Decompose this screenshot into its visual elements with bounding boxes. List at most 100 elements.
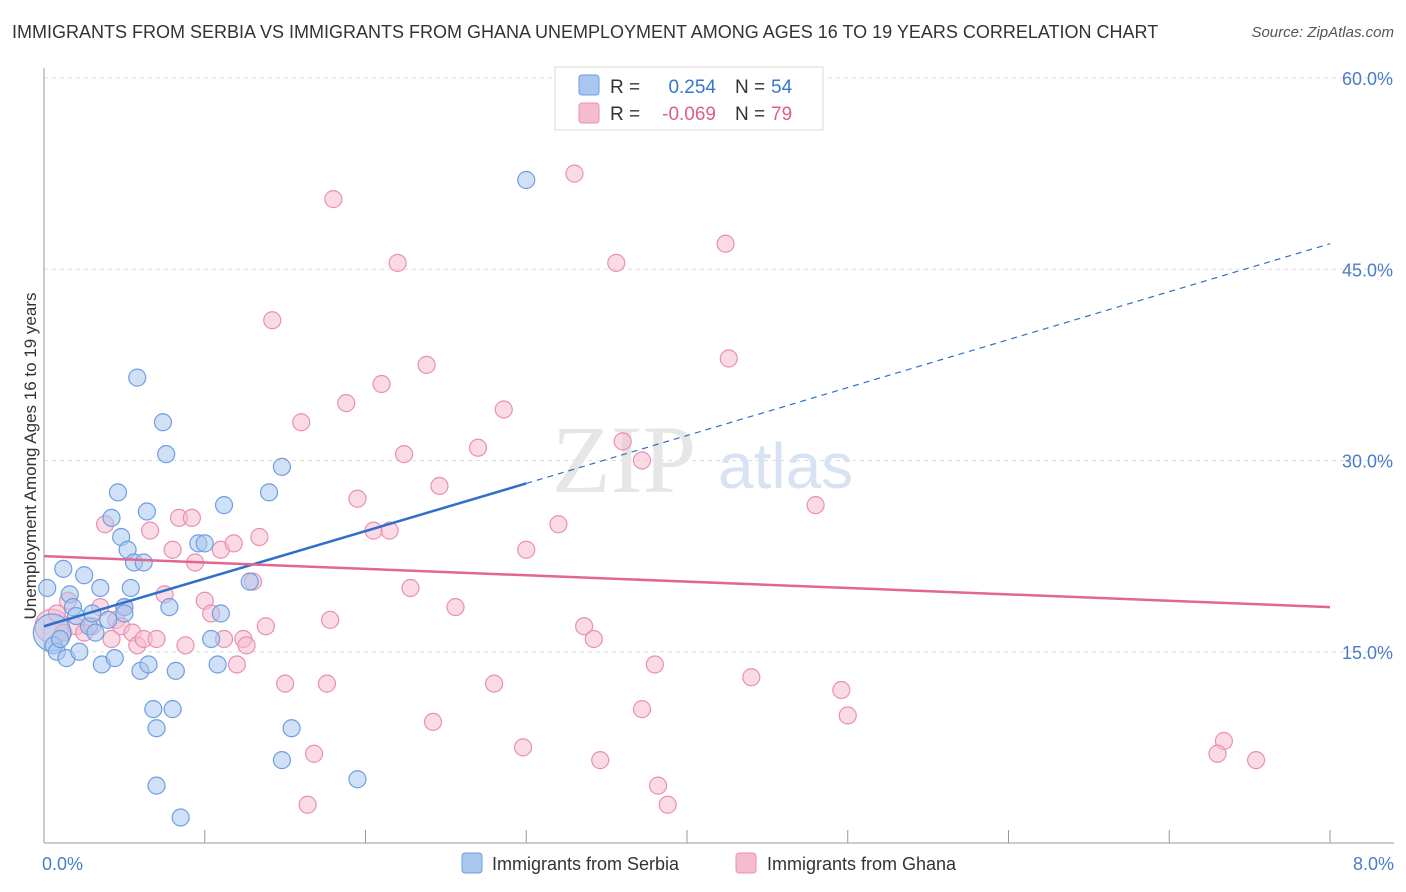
- y-tick-labels: 15.0% 30.0% 45.0% 60.0%: [1342, 69, 1393, 663]
- ghana-point: [485, 674, 504, 693]
- legend-r-label-serbia: R =: [610, 77, 640, 98]
- x-tick-labels: 0.0% 8.0%: [42, 854, 1394, 874]
- serbia-point: [50, 629, 70, 649]
- ghana-point: [632, 451, 652, 470]
- ghana-point: [838, 706, 857, 725]
- axes: [43, 68, 1394, 844]
- ghana-point: [140, 521, 160, 540]
- x-tick-left: 0.0%: [42, 854, 83, 874]
- serbia-trend-extension: [526, 243, 1331, 485]
- series-serbia-points: [32, 170, 536, 827]
- ghana-point: [806, 496, 825, 515]
- ghana-point: [337, 394, 356, 413]
- series-ghana-points: [34, 164, 1266, 814]
- bottom-legend-swatch-serbia: [461, 852, 483, 874]
- serbia-point: [214, 496, 234, 515]
- ghana-point: [716, 234, 735, 253]
- ghana-point: [394, 445, 414, 464]
- ghana-point: [423, 712, 443, 731]
- ghana-point: [388, 253, 407, 272]
- watermark: ZIP atlas: [552, 406, 853, 513]
- serbia-point: [208, 655, 227, 674]
- legend-swatch-ghana: [578, 102, 600, 124]
- legend-n-value-ghana: 79: [771, 104, 792, 125]
- ghana-point: [446, 598, 465, 617]
- ghana-point: [613, 432, 632, 451]
- bottom-legend: Immigrants from Serbia Immigrants from G…: [461, 852, 957, 874]
- legend-n-value-serbia: 54: [771, 77, 793, 98]
- ghana-point: [517, 540, 536, 559]
- ghana-point: [468, 438, 488, 457]
- serbia-point: [75, 566, 94, 585]
- legend: R = 0.254 N = 54 R = -0.069 N = 79: [554, 66, 824, 131]
- ghana-point: [607, 253, 626, 272]
- legend-r-value-ghana: -0.069: [662, 104, 716, 125]
- ghana-point: [176, 636, 195, 655]
- ghana-point: [224, 534, 243, 553]
- chart-title: IMMIGRANTS FROM SERBIA VS IMMIGRANTS FRO…: [12, 22, 1159, 42]
- serbia-point: [240, 572, 259, 591]
- ghana-point: [324, 190, 343, 209]
- serbia-point: [70, 642, 89, 661]
- serbia-point: [272, 457, 292, 476]
- ghana-point: [549, 515, 568, 534]
- ghana-point: [658, 795, 677, 814]
- watermark-zip: ZIP: [552, 406, 696, 513]
- y-tick-label-2: 45.0%: [1342, 260, 1393, 280]
- ghana-point: [182, 508, 201, 527]
- ghana-point: [430, 476, 449, 496]
- y-tick-label-1: 30.0%: [1342, 452, 1393, 472]
- serbia-point: [147, 719, 166, 738]
- serbia-point: [91, 578, 110, 598]
- serbia-point: [38, 578, 57, 598]
- ghana-point: [645, 655, 664, 674]
- legend-r-value-serbia: 0.254: [668, 77, 716, 98]
- serbia-point: [54, 559, 73, 578]
- ghana-point: [632, 700, 652, 719]
- trend-lines: [43, 243, 1331, 628]
- ghana-point: [591, 751, 610, 770]
- legend-r-label-ghana: R =: [610, 104, 640, 125]
- ghana-point: [401, 578, 420, 598]
- y-tick-label-3: 60.0%: [1342, 69, 1393, 89]
- serbia-point: [153, 413, 173, 432]
- legend-n-label-ghana: N =: [735, 104, 765, 125]
- serbia-point: [102, 508, 121, 527]
- serbia-point: [144, 700, 163, 719]
- serbia-point: [99, 610, 118, 629]
- ghana-point: [292, 413, 311, 432]
- serbia-point: [282, 719, 301, 738]
- ghana-point: [513, 738, 533, 757]
- x-tick-right: 8.0%: [1353, 854, 1394, 874]
- ghana-point: [832, 680, 851, 700]
- ghana-point: [1208, 744, 1227, 763]
- ghana-point: [163, 540, 182, 559]
- ghana-point: [719, 349, 738, 368]
- ghana-point: [575, 617, 594, 636]
- serbia-point: [128, 368, 147, 387]
- ghana-point: [276, 674, 295, 693]
- ghana-point: [565, 164, 584, 183]
- source-label: Source: ZipAtlas.com: [1251, 24, 1394, 41]
- legend-box: [554, 66, 824, 131]
- serbia-point: [134, 553, 153, 572]
- serbia-point: [147, 776, 166, 795]
- ghana-point: [584, 629, 603, 649]
- serbia-point: [137, 502, 156, 521]
- serbia-point: [163, 700, 182, 719]
- ghana-point: [263, 311, 282, 330]
- serbia-point: [171, 808, 190, 827]
- bottom-legend-label-ghana: Immigrants from Ghana: [767, 854, 957, 874]
- y-axis-label: Unemployment Among Ages 16 to 19 years: [21, 293, 40, 620]
- bottom-legend-swatch-ghana: [735, 852, 757, 874]
- serbia-point: [272, 751, 292, 770]
- ghana-point: [317, 674, 337, 693]
- serbia-point: [348, 770, 367, 789]
- serbia-point: [121, 578, 140, 598]
- ghana-point: [237, 636, 256, 655]
- ghana-point: [250, 527, 269, 547]
- legend-swatch-serbia: [578, 74, 600, 96]
- serbia-point: [157, 445, 176, 464]
- serbia-point: [86, 623, 105, 642]
